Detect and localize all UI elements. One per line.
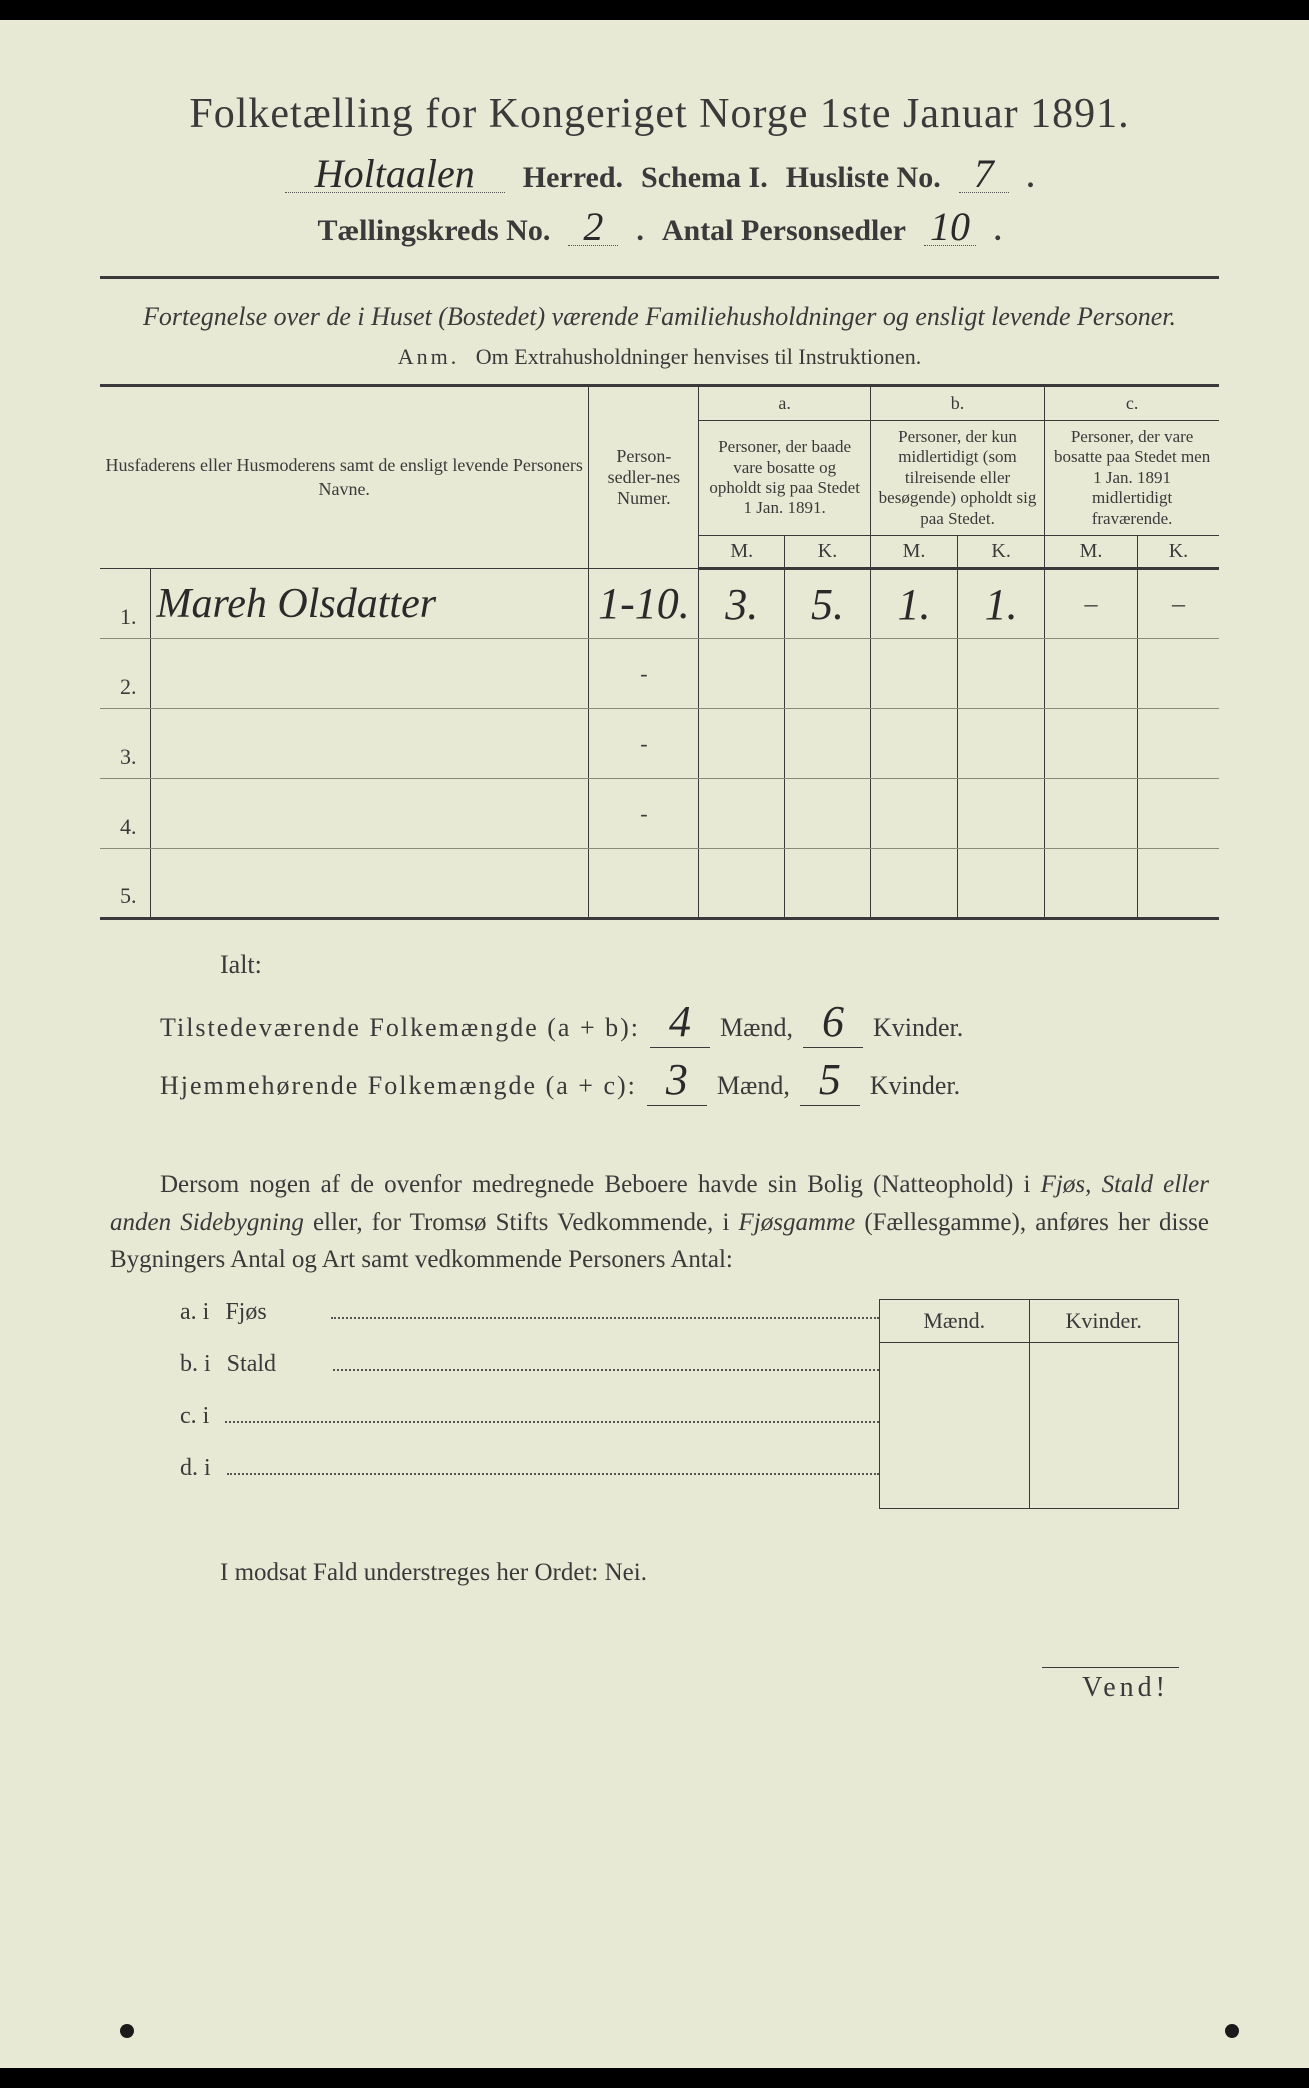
col-a-text: Personer, der baade vare bosatte og opho…	[699, 421, 871, 536]
anm-text: Om Extrahusholdninger henvises til Instr…	[476, 344, 921, 369]
col-names: Husfaderens eller Husmoderens samt de en…	[100, 386, 589, 569]
intro-text: Fortegnelse over de i Huset (Bostedet) v…	[120, 299, 1199, 334]
anm-line: Anm. Om Extrahusholdninger henvises til …	[100, 344, 1219, 370]
col-a-label: a.	[699, 386, 871, 421]
schema-label: Schema I.	[641, 161, 768, 195]
document-page: Folketælling for Kongeriget Norge 1ste J…	[0, 20, 1309, 2068]
table-row: 3. -	[100, 709, 1219, 779]
sedler-value: 10	[924, 209, 976, 246]
side-row: d. i	[180, 1455, 879, 1507]
table-row: 5.	[100, 849, 1219, 919]
side-rows: a. i Fjøs b. i Stald c. i d. i	[180, 1299, 879, 1509]
a-k: K.	[785, 536, 871, 569]
header-line-herred: Holtaalen Herred. Schema I. Husliste No.…	[100, 156, 1219, 195]
sum-present: Tilstedeværende Folkemængde (a + b): 4 M…	[160, 996, 1219, 1048]
col-numer: Person-sedler-nes Numer.	[589, 386, 699, 569]
side-mk-box: Mænd. Kvinder.	[879, 1299, 1179, 1509]
col-b-label: b.	[870, 386, 1044, 421]
vend-label: Vend!	[1042, 1667, 1179, 1704]
kreds-label: Tællingskreds No.	[318, 214, 551, 248]
a-m: M.	[699, 536, 785, 569]
side-building-paragraph: Dersom nogen af de ovenfor medregnede Be…	[110, 1166, 1209, 1279]
sedler-label: Antal Personsedler	[662, 214, 906, 248]
modsat-line: I modsat Fald understreges her Ordet: Ne…	[220, 1559, 1219, 1587]
row-name: Mareh Olsdatter	[157, 581, 437, 627]
kreds-value: 2	[568, 209, 618, 246]
husliste-value: 7	[959, 156, 1009, 193]
table-row: 2. -	[100, 639, 1219, 709]
divider	[100, 276, 1219, 279]
side-row: b. i Stald	[180, 1351, 879, 1403]
ialt-label: Ialt:	[220, 950, 1219, 980]
side-row: c. i	[180, 1403, 879, 1455]
header-line-kreds: Tællingskreds No. 2 . Antal Personsedler…	[100, 209, 1219, 248]
page-title: Folketælling for Kongeriget Norge 1ste J…	[100, 90, 1219, 138]
ink-spot-icon	[120, 2024, 134, 2038]
b-k: K.	[958, 536, 1045, 569]
herred-label: Herred.	[523, 161, 623, 195]
side-row: a. i Fjøs	[180, 1299, 879, 1351]
table-row: 4. -	[100, 779, 1219, 849]
sum-resident: Hjemmehørende Folkemængde (a + c): 3 Mæn…	[160, 1054, 1219, 1106]
c-k: K.	[1137, 536, 1219, 569]
anm-label: Anm.	[398, 344, 460, 369]
table-row: 1. Mareh Olsdatter 1-10. 3. 5. 1. 1. – –	[100, 569, 1219, 639]
ink-spot-icon	[1225, 2024, 1239, 2038]
main-table: Husfaderens eller Husmoderens samt de en…	[100, 384, 1219, 920]
col-c-label: c.	[1045, 386, 1219, 421]
c-m: M.	[1045, 536, 1138, 569]
b-m: M.	[870, 536, 957, 569]
side-col-maend: Mænd.	[880, 1300, 1030, 1508]
side-building-table: a. i Fjøs b. i Stald c. i d. i Mænd.	[180, 1299, 1179, 1509]
husliste-label: Husliste No.	[786, 161, 941, 195]
col-c-text: Personer, der vare bosatte paa Stedet me…	[1045, 421, 1219, 536]
col-b-text: Personer, der kun midlertidigt (som tilr…	[870, 421, 1044, 536]
herred-value: Holtaalen	[285, 156, 505, 193]
side-col-kvinder: Kvinder.	[1030, 1300, 1179, 1508]
